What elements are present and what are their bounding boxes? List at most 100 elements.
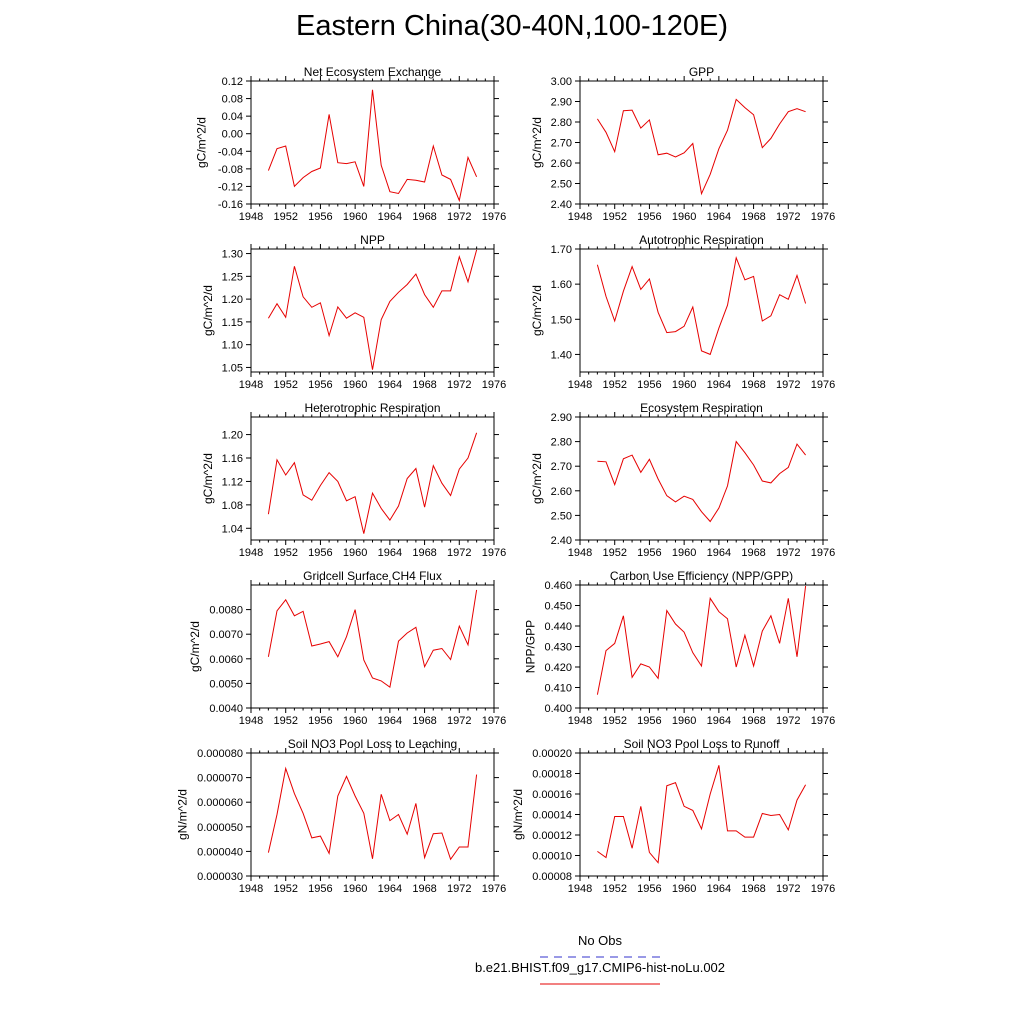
panel-10-series-line — [597, 765, 807, 864]
panel-4-xtick-label: 1968 — [741, 379, 765, 391]
panel-6-xtick-label: 1956 — [637, 547, 661, 559]
panel-6-title: Ecosystem Respiration — [640, 401, 763, 415]
panel-2-ytick-label: 2.60 — [551, 158, 572, 170]
panel-1-ytick-label: 0.12 — [222, 76, 243, 88]
panel-7-ytick-label: 0.0040 — [209, 703, 243, 715]
panel-8-ytick-label: 0.450 — [544, 601, 572, 613]
panel-7-ytick-label: 0.0060 — [209, 654, 243, 666]
figure-title: Eastern China(30-40N,100-120E) — [295, 10, 729, 42]
panel-1-xtick-label: 1972 — [447, 211, 471, 223]
panel-1-series-line — [267, 89, 478, 203]
panel-6-xtick-label: 1960 — [672, 547, 696, 559]
panel-5-title: Heterotrophic Respiration — [304, 401, 440, 415]
panel-7-xtick-label: 1972 — [447, 715, 471, 727]
panel-6-ytick-label: 2.50 — [551, 510, 572, 522]
panel-3-frame — [250, 248, 495, 373]
panel-2-xtick-label: 1948 — [568, 211, 592, 223]
panel-2-ytick-label: 2.50 — [551, 179, 572, 191]
panel-10-ytick-label: 0.00012 — [532, 830, 572, 842]
panel-8-xtick-label: 1968 — [741, 715, 765, 727]
panel-1-title: Net Ecosystem Exchange — [304, 65, 442, 79]
panel-4-frame — [579, 248, 824, 373]
panel-2-xtick-label: 1964 — [707, 211, 731, 223]
panel-9-xtick-label: 1960 — [343, 883, 367, 895]
panel-10-xtick-label: 1960 — [672, 883, 696, 895]
panel-9-xtick-label: 1952 — [273, 883, 297, 895]
panel-4-xtick-label: 1956 — [637, 379, 661, 391]
panel-4-xtick-label: 1964 — [707, 379, 731, 391]
panel-5-xtick-label: 1948 — [239, 547, 263, 559]
panel-10-ytick-label: 0.00008 — [532, 871, 572, 883]
panel-1-ytick-label: -0.16 — [218, 199, 243, 211]
panel-6-ytick-label: 2.80 — [551, 437, 572, 449]
panel-3-xtick-label: 1976 — [482, 379, 506, 391]
panel-7-xtick-label: 1956 — [308, 715, 332, 727]
panel-7-title: Gridcell Surface CH4 Flux — [303, 569, 442, 583]
panel-3-ytick-label: 1.10 — [222, 340, 243, 352]
panel-10-xtick-label: 1948 — [568, 883, 592, 895]
panel-9-ytick-label: 0.000030 — [197, 871, 243, 883]
legend-label-1: No Obs — [578, 933, 623, 948]
panel-10-xtick-label: 1976 — [811, 883, 835, 895]
panel-8-xtick-label: 1964 — [707, 715, 731, 727]
panel-7-xtick-label: 1964 — [378, 715, 402, 727]
panel-4-series-line — [596, 255, 807, 356]
panel-9-xtick-label: 1964 — [378, 883, 402, 895]
panel-8-xtick-label: 1972 — [776, 715, 800, 727]
panel-7-xtick-label: 1976 — [482, 715, 506, 727]
panel-4-xtick-label: 1972 — [776, 379, 800, 391]
panel-5-xtick-label: 1952 — [273, 547, 297, 559]
panel-3-series-line — [267, 249, 478, 370]
panel-3-ytick-label: 1.30 — [222, 249, 243, 261]
panel-9-ytick-label: 0.000040 — [197, 846, 243, 858]
panel-1-xtick-label: 1976 — [482, 211, 506, 223]
panel-5-ytick-label: 1.12 — [222, 476, 243, 488]
panel-6-ytick-label: 2.70 — [551, 461, 572, 473]
panel-2-ytick-label: 2.80 — [551, 117, 572, 129]
panel-5-frame — [250, 416, 495, 541]
panel-8-ytick-label: 0.420 — [544, 662, 572, 674]
panel-8-xtick-label: 1960 — [672, 715, 696, 727]
panel-4-ytick-label: 1.60 — [551, 279, 572, 291]
panel-3-xtick-label: 1968 — [412, 379, 436, 391]
panel-10-xtick-label: 1968 — [741, 883, 765, 895]
panel-3-xtick-label: 1956 — [308, 379, 332, 391]
panel-8-ytick-label: 0.410 — [544, 683, 572, 695]
panel-1-ylabel: gC/m^2/d — [195, 117, 209, 168]
panel-3-ytick-label: 1.20 — [222, 294, 243, 306]
panel-3-xtick-label: 1964 — [378, 379, 402, 391]
panel-2-ytick-label: 2.70 — [551, 138, 572, 150]
panel-3-ytick-label: 1.05 — [222, 362, 243, 374]
panel-7-ylabel: gC/m^2/d — [188, 621, 202, 672]
panel-5-xtick-label: 1972 — [447, 547, 471, 559]
panel-8-xtick-label: 1956 — [637, 715, 661, 727]
panel-9-ytick-label: 0.000070 — [197, 773, 243, 785]
panel-7-ytick-label: 0.0050 — [209, 678, 243, 690]
panel-5-ytick-label: 1.08 — [222, 500, 243, 512]
panel-2-xtick-label: 1956 — [637, 211, 661, 223]
panel-9-ylabel: gN/m^2/d — [176, 789, 190, 840]
panel-4-xtick-label: 1976 — [811, 379, 835, 391]
panel-4-xtick-label: 1960 — [672, 379, 696, 391]
panel-8-series-line — [596, 585, 807, 695]
panel-10-ytick-label: 0.00010 — [532, 851, 572, 863]
panel-7-xtick-label: 1968 — [412, 715, 436, 727]
panel-1-xtick-label: 1960 — [343, 211, 367, 223]
panel-2-series-line — [596, 98, 806, 196]
panel-2-xtick-label: 1972 — [776, 211, 800, 223]
panel-6-xtick-label: 1952 — [602, 547, 626, 559]
panel-6-xtick-label: 1976 — [811, 547, 835, 559]
panel-9-xtick-label: 1972 — [447, 883, 471, 895]
panel-10-ytick-label: 0.00016 — [532, 789, 572, 801]
panel-2-ylabel: gC/m^2/d — [530, 117, 544, 168]
panel-5-ytick-label: 1.04 — [222, 523, 243, 535]
panel-10-frame — [579, 752, 824, 877]
panel-10-xtick-label: 1972 — [776, 883, 800, 895]
panel-1-xtick-label: 1948 — [239, 211, 263, 223]
panel-3-ytick-label: 1.25 — [222, 271, 243, 283]
panel-5-series-line — [267, 432, 478, 534]
panel-4-title: Autotrophic Respiration — [639, 233, 764, 247]
panel-7-xtick-label: 1948 — [239, 715, 263, 727]
panel-2-ytick-label: 2.90 — [551, 97, 572, 109]
